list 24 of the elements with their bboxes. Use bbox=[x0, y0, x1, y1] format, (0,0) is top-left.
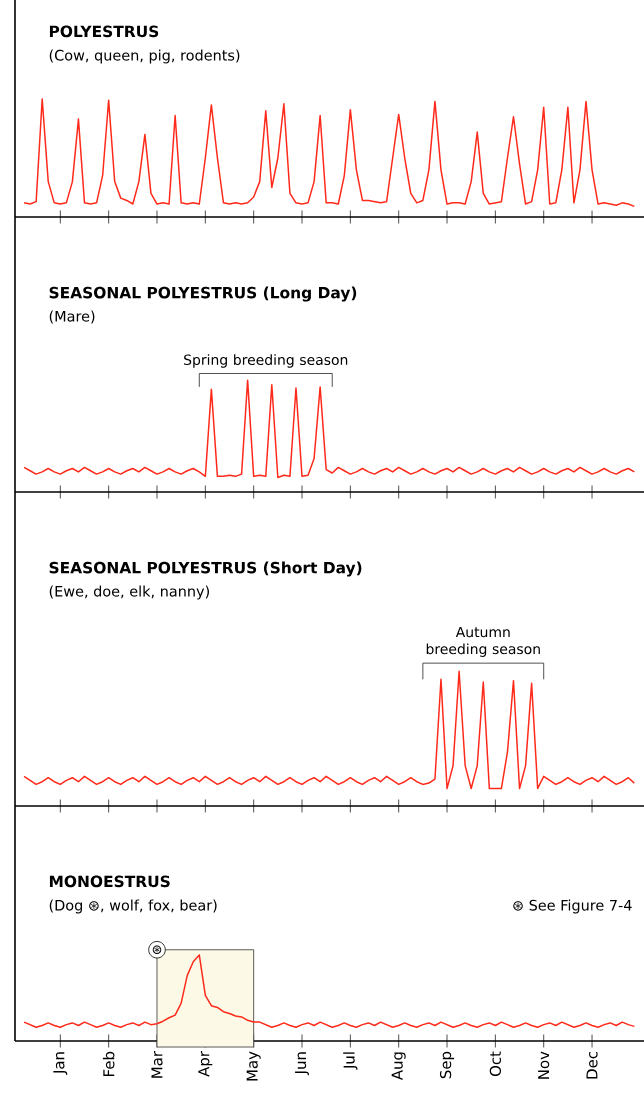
x-tick-label: May bbox=[246, 1051, 261, 1081]
x-tick-label: Aug bbox=[391, 1052, 406, 1081]
x-tick-label: Nov bbox=[538, 1051, 550, 1079]
x-tick-label: Sep bbox=[439, 1051, 455, 1079]
chart-subtitle: (Cow, queen, pig, rodents) bbox=[49, 49, 240, 64]
text: ⊛ See Figure 7-4 bbox=[513, 899, 632, 914]
text: Autumn breeding season bbox=[426, 626, 540, 657]
chart-title: MONOESTRUS bbox=[49, 875, 170, 888]
chart-subtitle: (Ewe, doe, elk, nanny) bbox=[49, 585, 209, 600]
chart-subtitle: (Dog ⊛, wolf, fox, bear) bbox=[49, 899, 217, 914]
x-tick-label: Dec bbox=[586, 1051, 598, 1079]
x-tick-label: Jul bbox=[343, 1052, 358, 1070]
x-tick-label: Jun bbox=[295, 1052, 309, 1076]
x-tick-label: Apr bbox=[198, 1051, 213, 1077]
x-tick-label: Jan bbox=[53, 1052, 68, 1075]
chart-title: SEASONAL POLYESTRUS (Long Day) bbox=[49, 286, 357, 302]
x-tick-label: Mar bbox=[151, 1051, 163, 1078]
x-tick-label: Oct bbox=[489, 1051, 502, 1077]
chart-title: SEASONAL POLYESTRUS (Short Day) bbox=[49, 561, 362, 577]
text: Spring breeding season bbox=[184, 354, 348, 368]
chart-subtitle: (Mare) bbox=[49, 310, 95, 324]
band-label: ⊛ bbox=[152, 945, 162, 955]
chart-title: POLYESTRUS bbox=[49, 25, 159, 38]
x-tick-label: Feb bbox=[102, 1051, 115, 1077]
